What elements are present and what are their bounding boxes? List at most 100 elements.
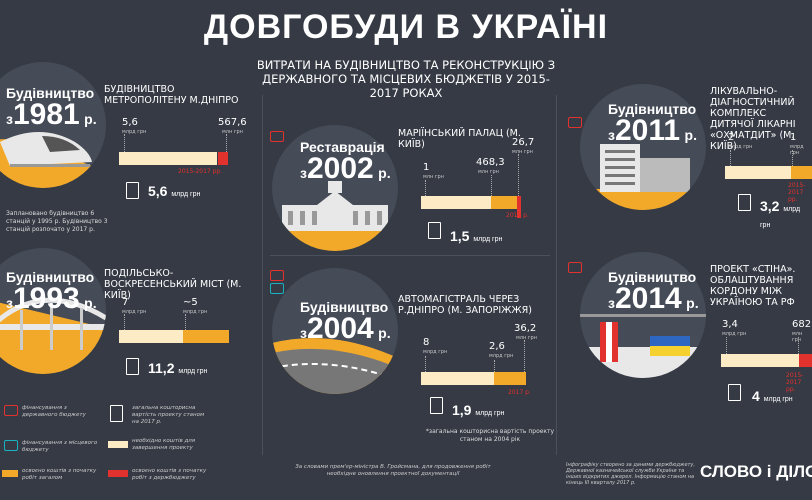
legend-spent-period: освоєно коштів з початку робіт з держбюд… <box>132 468 207 481</box>
value-2-wall: 682 <box>792 319 812 330</box>
bar-spent-highway <box>494 372 526 385</box>
leader-line <box>185 314 187 330</box>
value-2-hospital: 1 <box>790 132 797 143</box>
leader-line <box>798 337 800 354</box>
bar-spent-palace <box>491 196 517 209</box>
total-wall: 4 млрд грн <box>752 388 793 404</box>
document-icon <box>738 194 751 211</box>
leader-line <box>124 314 126 330</box>
note-metro: Заплановано будівництво 6 станцій у 1995… <box>6 210 108 233</box>
brand-logo: СЛОВО і ДІЛО <box>700 462 812 481</box>
project-circle-highway <box>272 268 398 394</box>
value-3-unit: млн грн <box>512 149 533 155</box>
value-2-metro: 567,6 <box>218 117 247 128</box>
value-1-wall: 3,4 <box>722 319 738 330</box>
leader-line <box>226 134 228 152</box>
footer-quote: За словами прем'єр-міністра В. Гройсмана… <box>295 464 491 477</box>
period-hospital: 2015-2017 рр. <box>788 182 806 203</box>
project-name-hospital: ЛІКУВАЛЬНО-ДІАГНОСТИЧНИЙ КОМПЛЕКС ДИТЯЧО… <box>710 86 796 152</box>
value-1-unit: млрд грн <box>122 309 147 315</box>
leader-line <box>524 340 526 372</box>
value-1-metro: 5,6 <box>122 117 138 128</box>
value-1-bridge: 7 <box>122 297 129 308</box>
project-circle-wall <box>580 252 706 378</box>
value-1-unit: млрд грн <box>423 349 448 355</box>
value-3-unit: млн грн <box>516 335 537 341</box>
money-icon <box>568 117 582 128</box>
value-1-highway: 8 <box>423 337 430 348</box>
legend-swatch-orange <box>2 470 18 477</box>
total-bridge: 11,2 млрд грн <box>148 360 208 376</box>
train-icon <box>0 132 106 188</box>
bar-needed-wall <box>721 354 799 367</box>
project-circle-metro <box>0 62 106 188</box>
value-2-unit: млн грн <box>222 129 243 135</box>
page-subtitle: ВИТРАТИ НА БУДІВНИЦТВО ТА РЕКОНСТРУКЦІЮ … <box>256 58 556 100</box>
page-title: ДОВГОБУДИ В УКРАЇНІ <box>203 8 609 46</box>
value-2-unit: млрд грн <box>489 353 514 359</box>
money-icon <box>568 262 582 273</box>
project-name-highway: АВТОМАГІСТРАЛЬ ЧЕРЕЗ Р.ДНІПРО (М. ЗАПОРІ… <box>398 294 532 316</box>
bar-spent-bridge <box>183 330 229 343</box>
leader-line <box>518 154 520 196</box>
bar-needed-highway <box>421 372 494 385</box>
total-hospital: 3,2 млрд грн <box>760 198 801 229</box>
value-1-unit: млрд грн <box>722 331 747 337</box>
period-metro: 2015-2017 рр. <box>178 168 223 175</box>
money-icon-state <box>4 405 18 416</box>
hospital-icon <box>580 144 706 210</box>
document-icon <box>728 384 741 401</box>
leader-line <box>726 337 728 354</box>
project-name-wall: ПРОЕКТ «СТІНА». ОБЛАШТУВАННЯ КОРДОНУ МІЖ… <box>710 264 796 308</box>
bar-spent-hospital <box>791 166 812 179</box>
total-palace: 1,5 млрд грн <box>450 228 503 244</box>
value-3-palace: 26,7 <box>512 137 535 148</box>
legend-local: фінансування з місцевого бюджету <box>22 440 98 453</box>
leader-line <box>491 175 493 196</box>
project-circle-hospital <box>580 84 706 210</box>
bar-spent-metro <box>218 152 228 165</box>
value-2-unit: млрд грн <box>790 144 804 156</box>
legend-swatch-red <box>108 470 128 477</box>
bar-needed-hospital <box>725 166 791 179</box>
total-metro: 5,6 млрд грн <box>148 183 201 199</box>
project-tag-wall: Будівництво з2014 р. <box>608 269 699 315</box>
project-name-metro: БУДІВНИЦТВО МЕТРОПОЛІТЕНУ М.ДНІПРО <box>104 84 239 106</box>
document-icon <box>428 222 441 239</box>
total-highway: 1,9 млрд грн <box>452 402 505 418</box>
value-3-highway: 36,2 <box>514 323 537 334</box>
project-circle-bridge <box>0 248 106 374</box>
leader-line <box>425 180 427 196</box>
value-2-unit: млрд грн <box>183 309 208 315</box>
legend-state: фінансування з державного бюджету <box>22 405 86 418</box>
project-tag-palace: Реставрація з2002 р. <box>300 139 391 185</box>
project-tag-metro: Будівництво з1981 р. <box>6 85 97 131</box>
project-tag-highway: Будівництво з2004 р. <box>300 299 391 345</box>
project-tag-bridge: Будівництво з1993 р. <box>6 269 97 315</box>
column-divider <box>556 95 557 455</box>
bar-needed-bridge <box>119 330 183 343</box>
bridge-icon <box>0 297 106 374</box>
value-2-unit: млн грн <box>478 169 499 175</box>
column-divider <box>262 95 263 455</box>
footer-source: Інфографіку створено за даними держбюдже… <box>566 462 695 486</box>
legend-needed: необхідно коштів для завершення проекту <box>132 438 196 451</box>
period-palace: 2016 р. <box>506 212 529 219</box>
leader-line <box>792 150 794 166</box>
money-icon-local <box>270 283 284 294</box>
leader-line <box>425 356 427 372</box>
bar-period-palace <box>517 196 521 218</box>
value-2-bridge: ~5 <box>183 297 198 308</box>
project-name-bridge: ПОДІЛЬСЬКО-ВОСКРЕСЕНСЬКИЙ МІСТ (М. КИЇВ) <box>104 268 242 301</box>
money-icon-local <box>4 440 18 451</box>
value-2-highway: 2,6 <box>489 341 505 352</box>
project-circle-palace <box>272 125 398 251</box>
leader-line <box>494 360 496 372</box>
note-highway: *загальна кошторисна вартість проекту ст… <box>425 428 555 443</box>
leader-line <box>730 150 732 166</box>
road-icon <box>272 338 398 394</box>
leader-line <box>124 134 126 152</box>
value-1-hospital: 2 <box>728 132 735 143</box>
legend-estimate: загальна кошторисна вартість проекту ста… <box>132 405 205 425</box>
value-1-unit: млрд грн <box>122 129 147 135</box>
